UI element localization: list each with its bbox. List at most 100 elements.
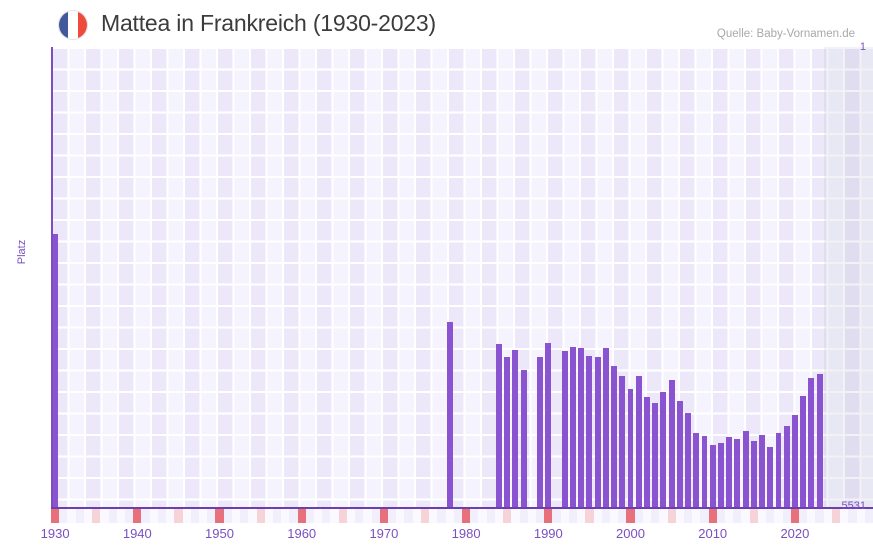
bar[interactable]	[578, 348, 585, 507]
bar[interactable]	[676, 401, 683, 507]
bar[interactable]	[635, 375, 642, 507]
x-tick-cell	[264, 509, 274, 523]
bar[interactable]	[652, 402, 659, 507]
x-axis-tick-label: 2000	[616, 526, 645, 541]
bar[interactable]	[520, 369, 527, 507]
bar[interactable]	[52, 234, 59, 507]
bar[interactable]	[504, 357, 511, 507]
x-axis-tick-label: 1950	[205, 526, 234, 541]
x-tick-cell	[124, 509, 134, 523]
bar[interactable]	[693, 432, 700, 507]
bar[interactable]	[660, 392, 667, 507]
x-tick-cell	[519, 509, 529, 523]
bar[interactable]	[611, 365, 618, 507]
x-tick-cell	[716, 509, 726, 523]
y-axis-title: Platz	[16, 239, 28, 265]
x-tick-cell	[108, 509, 118, 523]
x-tick-cell	[609, 509, 619, 523]
bar[interactable]	[537, 357, 544, 507]
x-tick-cell	[470, 509, 480, 523]
x-tick-cell	[864, 509, 873, 523]
y-axis-tick-top: 1	[859, 41, 866, 53]
y-axis-line	[51, 47, 53, 507]
x-tick-cell	[157, 509, 167, 523]
x-tick-major	[462, 509, 471, 523]
x-tick-major	[215, 509, 225, 523]
bar[interactable]	[446, 322, 453, 507]
bar[interactable]	[602, 348, 609, 507]
source-attribution: Quelle: Baby-Vornamen.de	[716, 28, 855, 40]
x-tick-cell	[322, 509, 332, 523]
x-tick-cell	[281, 509, 291, 523]
x-tick-cell	[494, 509, 504, 523]
future-region-shade	[823, 47, 873, 507]
x-tick-cell	[782, 509, 792, 523]
x-tick-major	[51, 509, 60, 523]
x-tick-cell	[330, 509, 340, 523]
x-tick-cell	[815, 509, 825, 523]
x-tick-cell	[314, 509, 324, 523]
x-axis-tick-label: 2010	[698, 526, 728, 541]
x-tick-cell	[305, 509, 315, 523]
x-tick-cell	[757, 509, 767, 523]
bar[interactable]	[734, 438, 741, 507]
bar[interactable]	[496, 343, 502, 507]
bar[interactable]	[726, 437, 733, 507]
bar[interactable]	[742, 431, 749, 507]
bar[interactable]	[586, 355, 593, 507]
x-tick-cell	[59, 509, 69, 523]
chart-title: Mattea in Frankreich (1930-2023)	[101, 10, 436, 36]
bar[interactable]	[816, 373, 823, 507]
x-tick-cell	[412, 509, 422, 523]
x-tick-cell	[618, 509, 628, 523]
x-tick-cell	[338, 509, 348, 523]
bar[interactable]	[701, 436, 708, 507]
bar[interactable]	[685, 412, 691, 507]
x-tick-major	[544, 509, 554, 523]
x-tick-cell	[404, 509, 414, 523]
bar[interactable]	[791, 415, 798, 507]
x-tick-cell	[289, 509, 299, 523]
bar[interactable]	[545, 343, 552, 507]
bar[interactable]	[808, 377, 815, 507]
bar[interactable]	[709, 445, 716, 507]
x-tick-cell	[667, 509, 677, 523]
bar[interactable]	[717, 442, 724, 507]
x-tick-cell	[388, 509, 398, 523]
bar[interactable]	[767, 447, 774, 507]
x-tick-cell	[659, 509, 669, 523]
x-tick-cell	[67, 509, 77, 523]
bar[interactable]	[759, 435, 765, 507]
bar[interactable]	[627, 388, 634, 507]
x-axis-tick-label: 1930	[40, 526, 70, 541]
bar[interactable]	[619, 376, 626, 507]
flag-france-circle-icon	[58, 10, 88, 40]
x-tick-cell	[453, 509, 463, 523]
x-tick-cell	[733, 509, 743, 523]
bar[interactable]	[783, 426, 790, 507]
x-tick-cell	[437, 509, 447, 523]
bar[interactable]	[643, 397, 650, 507]
bar[interactable]	[775, 432, 782, 507]
x-tick-cell	[83, 509, 93, 523]
x-tick-cell	[223, 509, 233, 523]
bar[interactable]	[800, 396, 807, 507]
x-tick-major	[790, 509, 800, 523]
x-tick-cell	[256, 509, 266, 523]
x-tick-major	[297, 509, 307, 523]
bar[interactable]	[512, 349, 519, 507]
x-tick-cell	[831, 509, 841, 523]
bar[interactable]	[561, 350, 568, 507]
bar[interactable]	[750, 441, 757, 507]
plot-area	[51, 47, 873, 507]
bar[interactable]	[570, 347, 576, 507]
x-axis-tick-label: 1970	[369, 526, 399, 541]
x-tick-major	[133, 509, 143, 523]
x-tick-cell	[774, 509, 784, 523]
bar[interactable]	[668, 380, 675, 507]
x-tick-cell	[100, 509, 110, 523]
x-tick-major	[626, 509, 636, 523]
bar[interactable]	[594, 357, 601, 507]
x-tick-cell	[749, 509, 759, 523]
